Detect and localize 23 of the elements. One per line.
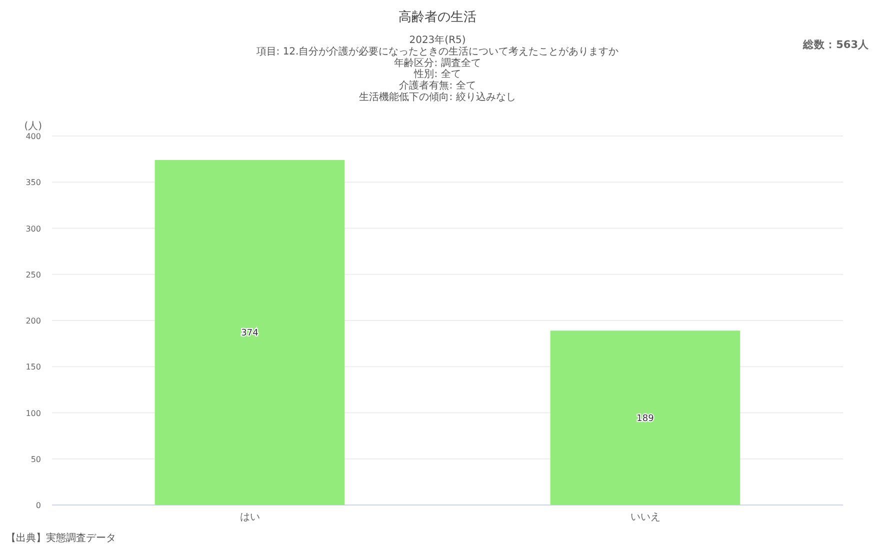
y-tick-label: 300 bbox=[26, 224, 41, 234]
y-tick-label: 150 bbox=[26, 362, 41, 372]
data-label: 189 bbox=[636, 414, 654, 424]
data-label: 374 bbox=[241, 328, 259, 338]
y-tick-label: 100 bbox=[26, 408, 41, 418]
y-tick-label: 200 bbox=[26, 316, 41, 326]
text: 年齢区分: 調査全て bbox=[394, 56, 481, 69]
text: 項目: 12.自分が介護が必要になったときの生活について考えたことがありますか bbox=[256, 45, 619, 58]
y-tick-label: 50 bbox=[30, 454, 41, 464]
y-tick-label: 350 bbox=[26, 178, 41, 188]
y-tick-label: 0 bbox=[36, 501, 41, 510]
y-axis-title: (人) bbox=[24, 121, 42, 132]
text: 介護者有無: 全て bbox=[399, 80, 476, 92]
text: 性別: 全て bbox=[413, 68, 461, 80]
y-tick-label: 400 bbox=[26, 132, 41, 141]
text: 生活機能低下の傾向: 絞り込みなし bbox=[359, 91, 516, 103]
text: 総数：563人 bbox=[802, 38, 870, 51]
text: 【出典】実態調査データ bbox=[6, 532, 116, 544]
x-tick-label: はい bbox=[240, 512, 260, 523]
chart-subtitle: 2023年(R5) bbox=[409, 34, 466, 46]
x-tick-label: いいえ bbox=[630, 512, 660, 523]
chart-title: 高齢者の生活 bbox=[398, 9, 476, 25]
y-tick-label: 250 bbox=[26, 270, 41, 280]
